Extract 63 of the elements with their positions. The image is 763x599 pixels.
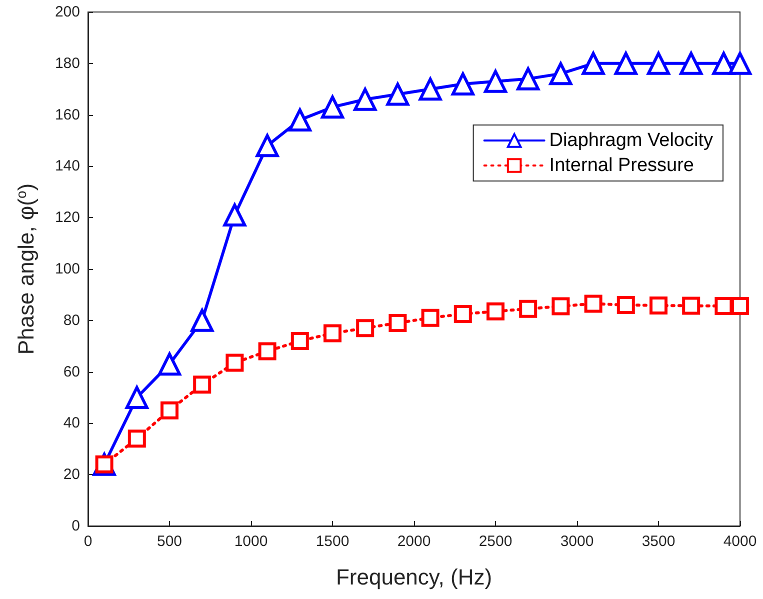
x-tick-label: 3500: [642, 533, 676, 550]
y-tick-label: 60: [63, 363, 80, 380]
x-tick-label: 3000: [560, 533, 594, 550]
point: [650, 296, 668, 314]
point: [256, 134, 279, 158]
point: [288, 108, 312, 132]
point: [418, 78, 442, 101]
x-tick-label: 1500: [316, 533, 350, 550]
x-tick-label: 2000: [397, 533, 431, 550]
y-tick-label: 200: [54, 4, 80, 20]
y-tick-label: 40: [63, 414, 80, 432]
x-tick-label: 4000: [723, 533, 757, 550]
x-tick-label: 500: [156, 533, 182, 550]
point: [388, 314, 407, 332]
point: [354, 88, 377, 111]
x-tick-label: 0: [84, 533, 92, 550]
point: [226, 354, 244, 372]
point: [356, 319, 374, 338]
point: [324, 324, 342, 342]
point: [158, 352, 181, 376]
point: [484, 70, 507, 93]
x-tick-label: 1000: [234, 533, 268, 550]
point: [223, 204, 246, 227]
y-tick-label: 140: [54, 158, 80, 175]
point: [128, 430, 146, 448]
y-tick-label: 80: [63, 312, 80, 329]
point: [519, 300, 538, 318]
point: [125, 386, 148, 409]
point: [614, 52, 638, 75]
point: [321, 96, 344, 119]
point: [486, 302, 504, 320]
point: [451, 72, 474, 96]
point: [454, 304, 472, 323]
y-tick-label: 180: [54, 54, 80, 72]
point: [731, 297, 749, 316]
y-tick-label: 0: [72, 518, 80, 534]
y-tick-label: 120: [54, 209, 80, 226]
point: [728, 52, 752, 75]
y-tick-label: 100: [54, 260, 80, 278]
point: [190, 308, 214, 332]
point: [386, 82, 410, 106]
legend-label: Diaphragm Velocity: [549, 130, 714, 151]
point: [258, 342, 276, 360]
point: [682, 296, 700, 315]
point: [549, 62, 572, 86]
point: [616, 296, 635, 314]
y-tick-label: 160: [54, 106, 80, 124]
point: [193, 376, 212, 394]
legend-label: Internal Pressure: [549, 155, 694, 176]
point: [647, 52, 670, 75]
point: [160, 401, 178, 420]
point: [582, 52, 605, 75]
y-tick-label: 20: [63, 466, 80, 484]
point: [584, 294, 602, 313]
point: [421, 308, 440, 327]
point: [552, 297, 570, 316]
point: [290, 332, 309, 350]
x-axis-title: Frequency, (Hz): [336, 564, 492, 590]
y-axis-title: Phase angle, φ(o): [13, 183, 38, 355]
point: [680, 52, 703, 75]
x-tick-label: 2500: [478, 533, 512, 550]
point: [516, 67, 540, 90]
point: [714, 297, 733, 316]
